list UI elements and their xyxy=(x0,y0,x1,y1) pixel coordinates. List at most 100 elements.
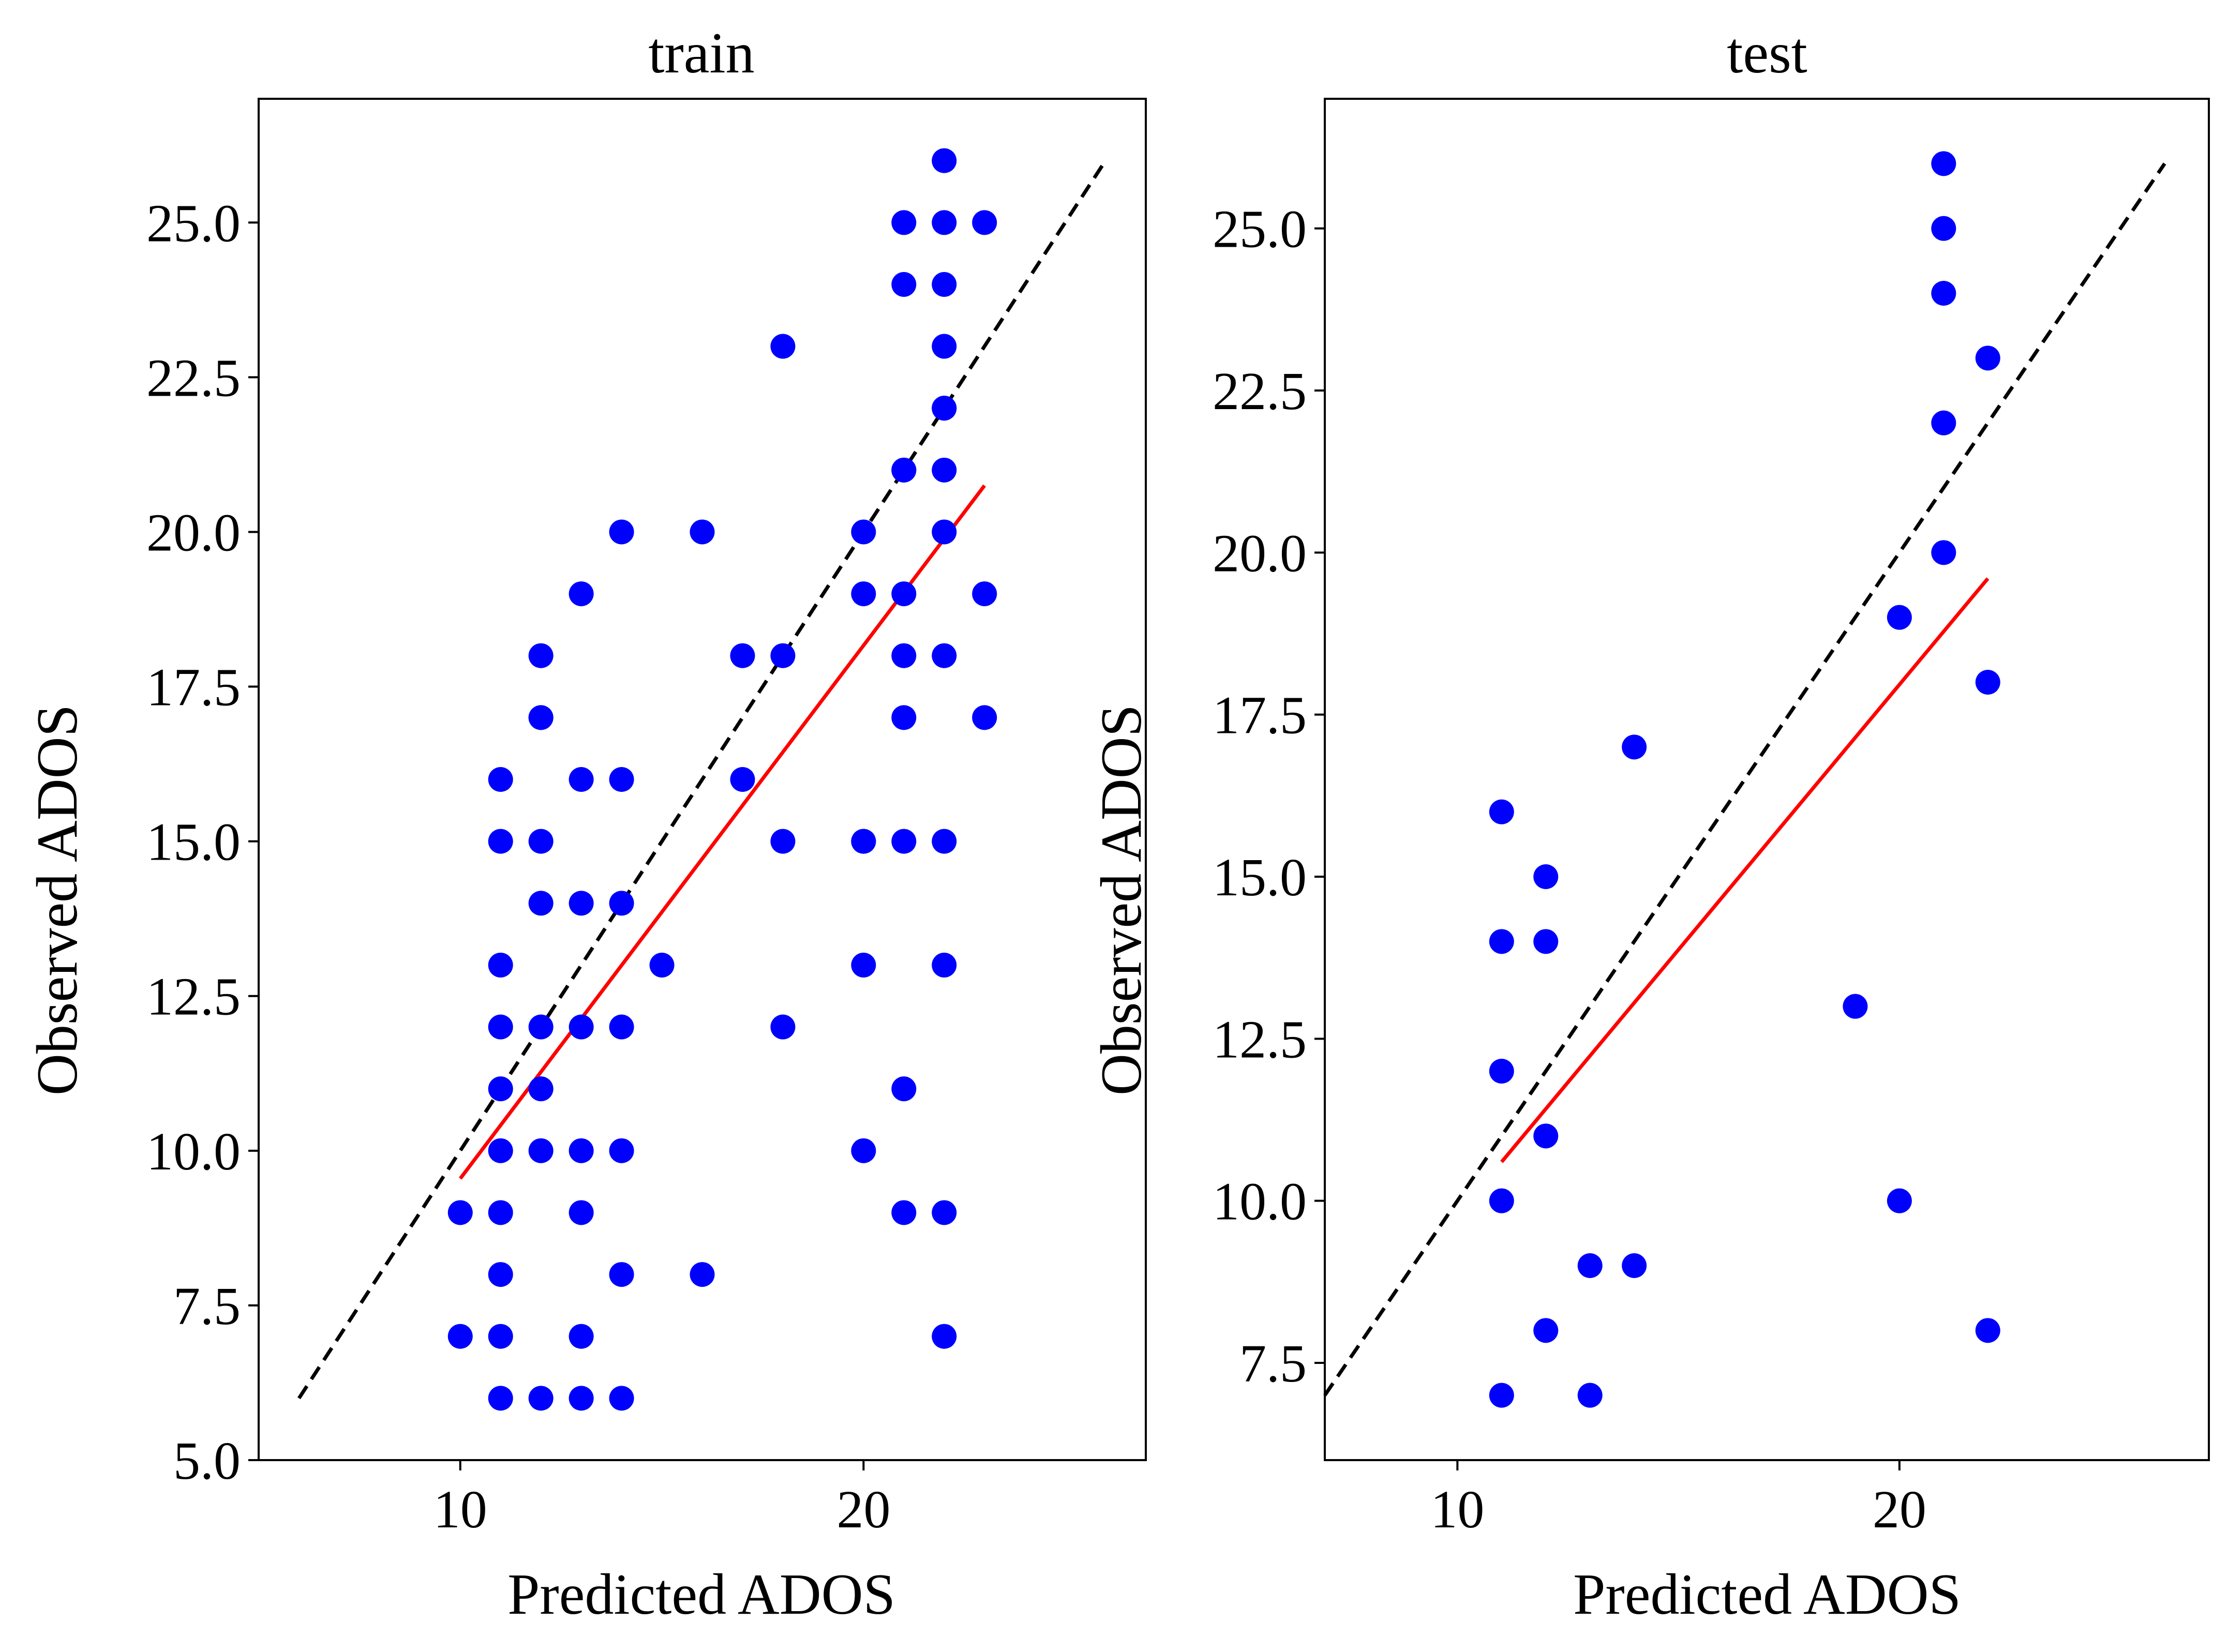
test-y-tick-label: 20.0 xyxy=(1213,523,1307,583)
test-y-tick-label: 12.5 xyxy=(1213,1010,1307,1069)
train-data-point xyxy=(690,1262,715,1287)
test-data-point xyxy=(1975,346,2000,371)
train-data-point xyxy=(891,581,917,607)
train-data-point xyxy=(569,1386,594,1411)
test-data-point xyxy=(1489,1383,1514,1408)
test-fit-line xyxy=(1500,577,1990,1163)
train-data-point xyxy=(891,1200,917,1225)
test-data-point xyxy=(1533,1123,1559,1149)
train-data-point xyxy=(609,891,634,916)
train-data-point xyxy=(569,1014,594,1040)
train-data-point xyxy=(609,767,634,792)
train-data-point xyxy=(569,581,594,607)
train-data-point xyxy=(569,767,594,792)
train-identity-line xyxy=(297,159,1107,1400)
test-data-point xyxy=(1489,1188,1514,1213)
train-data-point xyxy=(447,1324,473,1349)
test-data-point xyxy=(1533,929,1559,954)
train-data-point xyxy=(891,457,917,483)
test-y-tick-label: 10.0 xyxy=(1213,1172,1307,1232)
train-data-point xyxy=(972,705,997,730)
train-y-tick-label: 7.5 xyxy=(173,1276,241,1336)
train-data-point xyxy=(488,1324,513,1349)
train-data-point xyxy=(528,1138,554,1163)
test-plot-frame xyxy=(1324,98,2210,1461)
test-panel: test Predicted ADOS Observed ADOS 10 20 7.… xyxy=(1089,21,2210,1627)
train-data-point xyxy=(649,952,675,978)
test-y-tick-label: 25.0 xyxy=(1213,200,1307,259)
train-data-point xyxy=(770,829,796,854)
train-data-point xyxy=(609,519,634,545)
test-data-point xyxy=(1622,1253,1647,1278)
train-data-point xyxy=(609,1138,634,1163)
train-data-point xyxy=(932,952,957,978)
train-data-point xyxy=(447,1200,473,1225)
train-plot-frame xyxy=(258,98,1147,1461)
train-y-tick-label: 10.0 xyxy=(146,1122,241,1181)
train-data-point xyxy=(932,396,957,421)
test-data-point xyxy=(1931,410,1956,435)
train-data-point xyxy=(609,1014,634,1040)
test-data-point xyxy=(1975,670,2000,695)
test-y-tick-label: 17.5 xyxy=(1213,686,1307,745)
train-data-point xyxy=(488,829,513,854)
train-data-point xyxy=(932,1324,957,1349)
train-title: train xyxy=(648,21,754,85)
train-data-point xyxy=(609,1386,634,1411)
train-data-point xyxy=(528,1386,554,1411)
train-data-point xyxy=(932,643,957,668)
train-x-tick-label: 10 xyxy=(433,1480,487,1539)
test-data-point xyxy=(1931,151,1956,176)
train-data-point xyxy=(569,1138,594,1163)
train-y-tick-label: 17.5 xyxy=(146,658,241,717)
train-data-point xyxy=(891,705,917,730)
train-data-point xyxy=(932,519,957,545)
train-data-point xyxy=(488,952,513,978)
train-data-point xyxy=(770,1014,796,1040)
train-data-point xyxy=(851,952,876,978)
train-data-point xyxy=(932,829,957,854)
test-data-point xyxy=(1887,1188,1912,1213)
train-data-point xyxy=(730,643,755,668)
train-data-point xyxy=(932,148,957,173)
train-x-tick-label: 20 xyxy=(836,1480,890,1539)
train-data-point xyxy=(972,581,997,607)
train-data-point xyxy=(488,1262,513,1287)
test-y-tick-label: 7.5 xyxy=(1239,1334,1307,1393)
test-data-point xyxy=(1622,734,1647,760)
train-y-tick-label: 20.0 xyxy=(146,503,241,562)
train-data-point xyxy=(851,829,876,854)
train-y-tick-label: 5.0 xyxy=(173,1431,241,1491)
train-data-point xyxy=(972,210,997,235)
test-data-point xyxy=(1887,605,1912,630)
train-data-point xyxy=(569,891,594,916)
train-data-point xyxy=(891,643,917,668)
test-title: test xyxy=(1727,21,1807,85)
test-data-point xyxy=(1489,799,1514,824)
train-data-point xyxy=(932,1200,957,1225)
train-data-point xyxy=(851,1138,876,1163)
test-data-point xyxy=(1577,1383,1603,1408)
test-identity-line xyxy=(1323,162,2166,1396)
test-y-tick-label: 15.0 xyxy=(1213,848,1307,907)
test-x-tick-label: 10 xyxy=(1430,1480,1484,1539)
test-data-point xyxy=(1931,281,1956,306)
train-data-point xyxy=(528,643,554,668)
train-data-point xyxy=(528,705,554,730)
train-data-point xyxy=(730,767,755,792)
train-data-point xyxy=(569,1324,594,1349)
train-data-point xyxy=(528,1076,554,1102)
train-x-axis-label: Predicted ADOS xyxy=(507,1563,895,1627)
train-data-point xyxy=(851,581,876,607)
train-y-tick-label: 15.0 xyxy=(146,813,241,872)
train-data-point xyxy=(488,1200,513,1225)
train-y-tick-label: 22.5 xyxy=(146,348,241,408)
test-y-tick-label: 22.5 xyxy=(1213,362,1307,421)
train-data-point xyxy=(690,519,715,545)
train-data-point xyxy=(932,457,957,483)
train-data-point xyxy=(770,643,796,668)
test-data-point xyxy=(1843,994,1868,1019)
test-data-point xyxy=(1577,1253,1603,1278)
train-data-point xyxy=(932,210,957,235)
